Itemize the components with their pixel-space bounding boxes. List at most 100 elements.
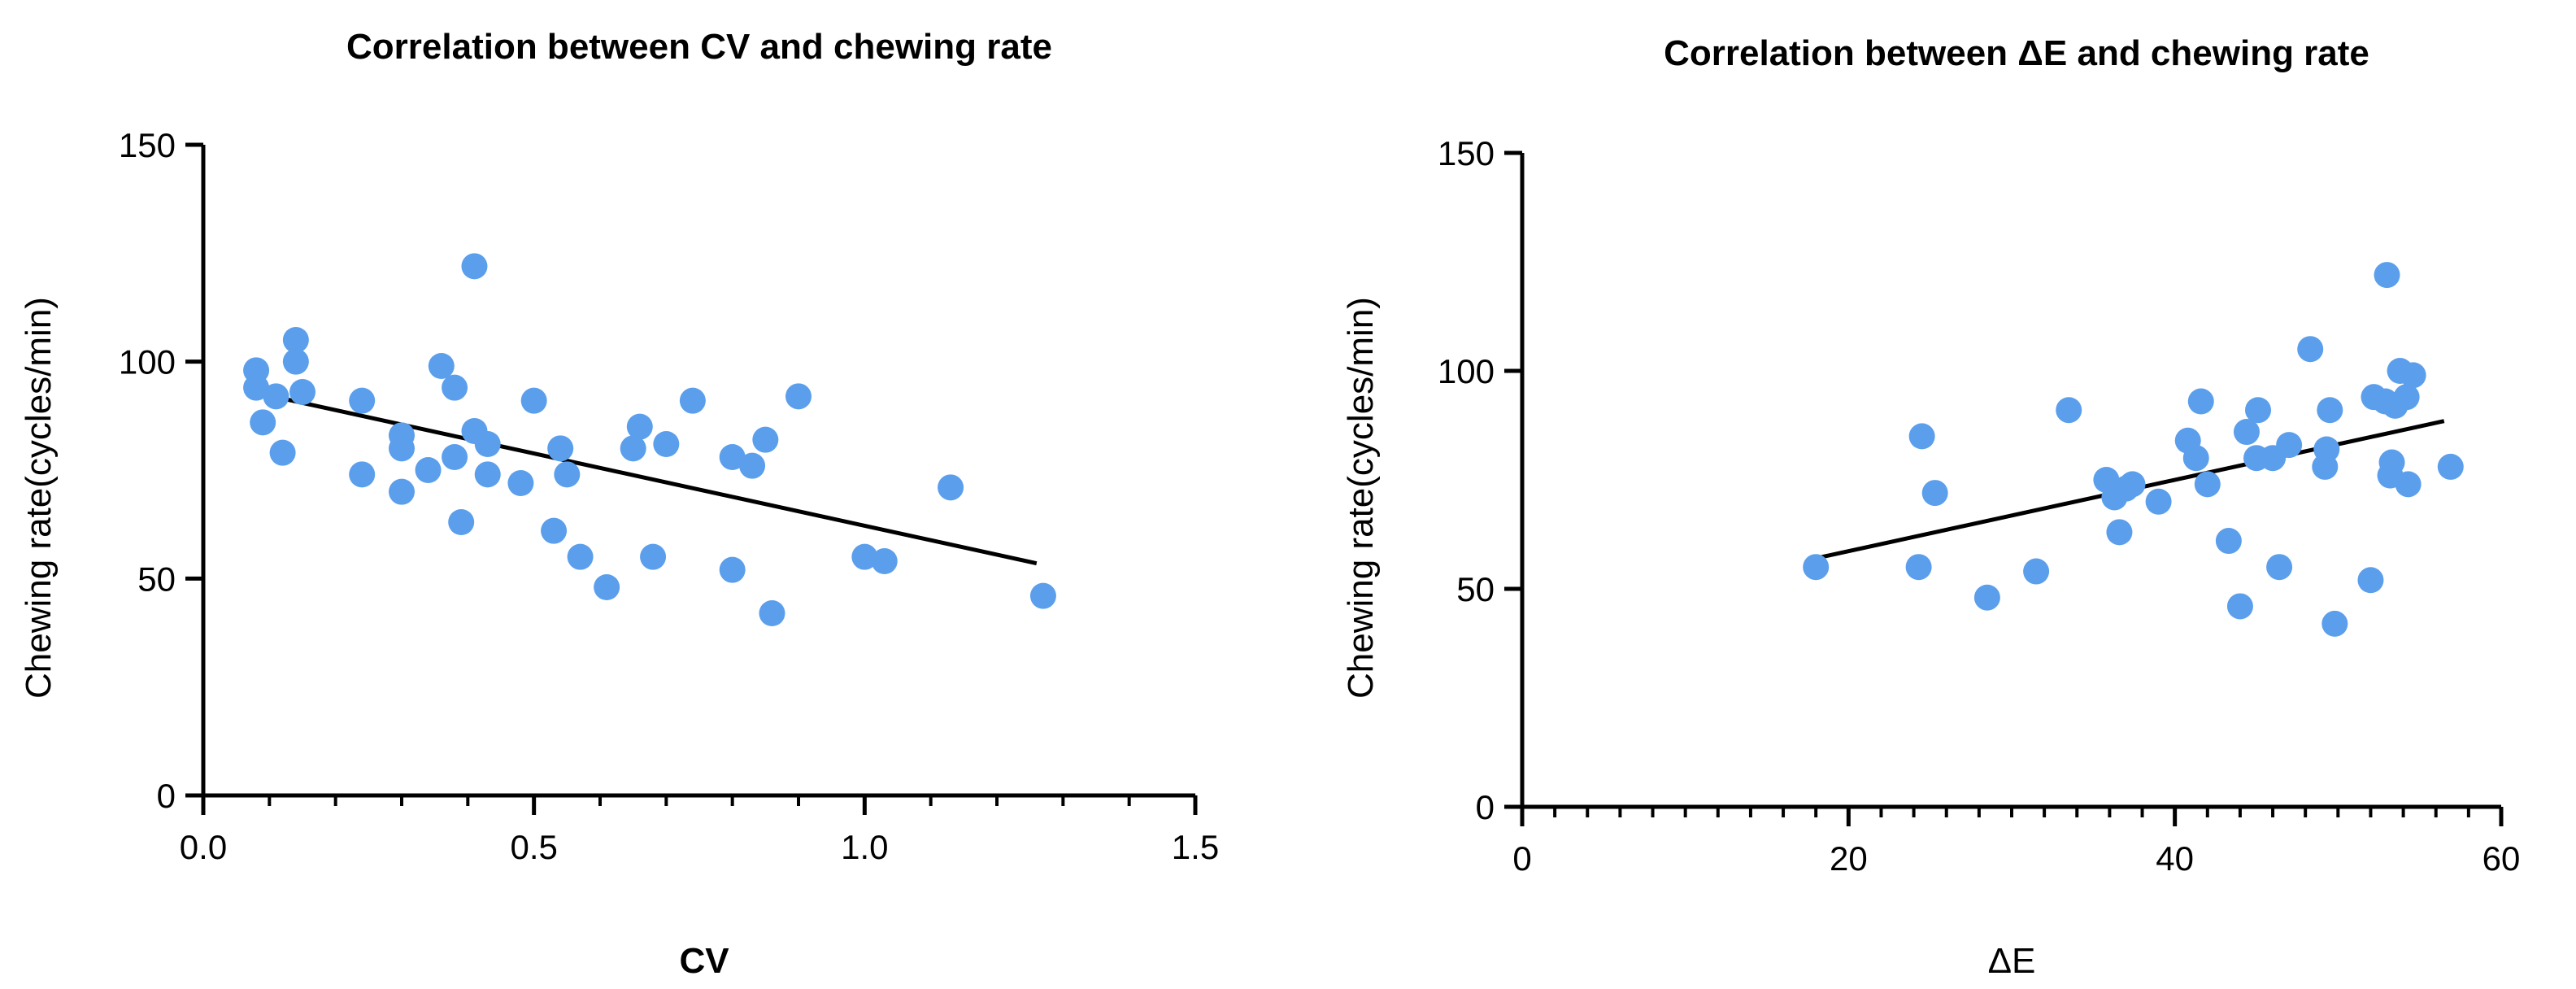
chart-cv-data-point: [461, 253, 488, 280]
chart-cv-data-point: [719, 444, 746, 470]
chart-de-data-point: [2245, 397, 2272, 424]
chart-cv-data-point: [1029, 582, 1056, 609]
chart-de-axes: 0 50 100 150 0 20 40 60: [1438, 134, 2520, 878]
chart-cv-data-point: [567, 543, 594, 570]
chart-de-data-point: [1803, 554, 1830, 581]
chart-de-data-point: [1908, 423, 1935, 450]
chart-de-data-point: [2317, 397, 2343, 424]
chart-de-data-point: [2023, 558, 2050, 585]
chart-de-x-tick-label: 40: [2156, 839, 2194, 878]
chart-cv-data-point: [250, 409, 276, 436]
chart-de-data-point: [2374, 262, 2400, 289]
chart-cv-data-point: [448, 509, 475, 535]
chart-cv-data-point: [520, 387, 547, 414]
chart-cv-data-point: [554, 461, 581, 488]
chart-cv-data-point: [243, 374, 270, 401]
chart-de-data-point: [2393, 384, 2420, 411]
chart-de-y-tick-label: 100: [1438, 352, 1495, 390]
chart-cv-data-point: [507, 470, 534, 496]
chart-cv-data-point: [547, 435, 574, 462]
chart-cv-x-tick-label: 0.0: [180, 828, 227, 866]
chart-cv-data-point: [428, 353, 455, 379]
chart-cv-data-point: [851, 543, 878, 570]
chart-de-points: [1803, 262, 2464, 637]
chart-de-data-point: [2437, 453, 2464, 480]
chart-cv-data-point: [389, 435, 415, 462]
chart-de-x-tick-label: 20: [1830, 839, 1868, 878]
chart-cv-data-point: [679, 387, 706, 414]
chart-de-data-point: [2106, 519, 2133, 546]
chart-cv-x-tick-label: 1.0: [841, 828, 888, 866]
chart-cv-data-point: [938, 474, 964, 501]
chart-cv-data-point: [474, 461, 501, 488]
chart-cv-x-tick-label: 1.5: [1172, 828, 1219, 866]
chart-cv-data-point: [442, 444, 468, 470]
chart-cv-x-tick-label: 0.5: [510, 828, 557, 866]
chart-de-data-point: [2226, 593, 2253, 620]
chart-de-data-point: [1905, 554, 1932, 581]
chart-de-data-point: [2119, 471, 2146, 498]
chart-cv-data-point: [541, 517, 568, 544]
chart-cv-y-tick-label: 50: [137, 560, 176, 598]
chart-de-data-point: [2215, 528, 2242, 555]
chart-cv-points: [243, 253, 1056, 626]
chart-cv-axes: 0 50 100 150 0.0 0.5 1.0 1.5: [119, 126, 1219, 866]
chart-de-data-point: [2145, 488, 2172, 515]
chart-de-y-tick-label: 150: [1438, 134, 1495, 172]
chart-de-data-point: [2182, 445, 2209, 472]
chart-cv-y-tick-label: 100: [119, 343, 176, 381]
chart-cv-data-point: [442, 374, 468, 401]
chart-de-data-point: [2187, 388, 2214, 415]
chart-cv-data-point: [719, 556, 746, 583]
chart-cv-data-point: [282, 327, 309, 353]
chart-de-data-point: [2266, 554, 2293, 581]
chart-cv-data-point: [739, 452, 766, 479]
chart-cv-data-point: [282, 348, 309, 375]
chart-cv-y-tick-label: 0: [157, 777, 176, 815]
chart-cv-data-point: [474, 431, 501, 457]
chart-cv-data-point: [594, 574, 620, 600]
chart-de-data-point: [1973, 584, 2000, 611]
chart-de-data-point: [2297, 336, 2324, 363]
chart-cv-data-point: [620, 435, 646, 462]
chart-de-data-point: [1921, 480, 1948, 507]
chart-de-xlabel: ΔE: [1988, 941, 2036, 981]
chart-cv-data-point: [349, 387, 376, 414]
chart-cv-data-point: [269, 439, 296, 466]
chart-cv-ylabel: Chewing rate(cycles/min): [19, 297, 59, 699]
chart-cv: Correlation between CV and chewing rate …: [19, 27, 1219, 981]
chart-cv-data-point: [289, 379, 315, 405]
chart-de-ylabel: Chewing rate(cycles/min): [1341, 297, 1381, 699]
chart-de-data-point: [2194, 471, 2221, 498]
chart-cv-data-point: [389, 478, 415, 505]
chart-cv-data-point: [653, 431, 680, 457]
chart-de-data-point: [2321, 610, 2348, 637]
chart-de-data-point: [2395, 471, 2422, 498]
chart-cv-data-point: [415, 457, 442, 483]
chart-de-data-point: [2378, 449, 2405, 476]
chart-de-title: Correlation between ΔE and chewing rate: [1664, 33, 2369, 73]
chart-de: Correlation between ΔE and chewing rate …: [1341, 33, 2520, 981]
chart-de-x-tick-label: 0: [1512, 839, 1531, 878]
chart-de-data-point: [2233, 419, 2260, 446]
chart-cv-xlabel: CV: [679, 941, 729, 981]
chart-cv-data-point: [785, 383, 812, 410]
chart-cv-y-tick-label: 150: [119, 126, 176, 164]
chart-de-y-tick-label: 0: [1476, 788, 1495, 826]
chart-de-data-point: [2400, 362, 2426, 389]
chart-de-data-point: [2056, 397, 2082, 424]
chart-cv-data-point: [626, 413, 653, 440]
chart-de-data-point: [2276, 432, 2303, 459]
chart-cv-data-point: [640, 543, 667, 570]
chart-de-data-point: [2357, 567, 2384, 594]
chart-cv-data-point: [349, 461, 376, 488]
chart-cv-data-point: [752, 426, 779, 453]
chart-cv-data-point: [759, 600, 785, 626]
chart-de-y-tick-label: 50: [1456, 570, 1495, 608]
chart-cv-data-point: [871, 548, 898, 574]
chart-cv-title: Correlation between CV and chewing rate: [346, 27, 1052, 67]
chart-de-data-point: [2313, 436, 2340, 463]
chart-cv-data-point: [263, 383, 289, 410]
chart-de-x-tick-label: 60: [2482, 839, 2521, 878]
